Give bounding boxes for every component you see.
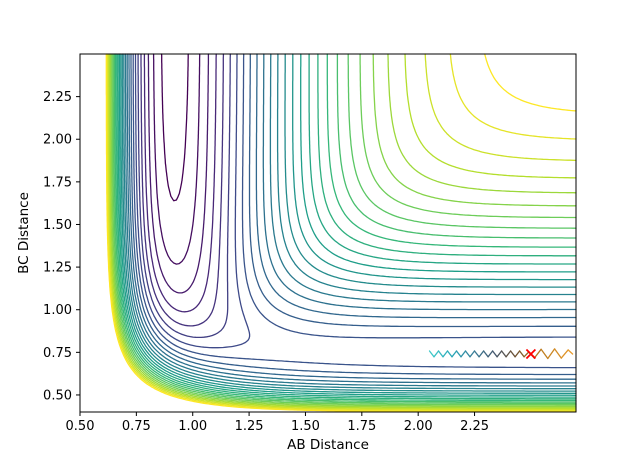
- trajectory-segment: [469, 350, 476, 358]
- x-tick-label: 1.50: [291, 419, 320, 434]
- contour-line: [105, 53, 577, 413]
- contour-line: [152, 53, 201, 265]
- trajectory-segment: [487, 350, 494, 358]
- trajectory-segment: [560, 349, 569, 359]
- contour-line: [117, 53, 577, 398]
- trajectory-segment: [478, 350, 485, 358]
- trajectory-segment: [442, 350, 449, 358]
- y-tick-label: 1.00: [43, 303, 72, 318]
- contour-line: [111, 53, 577, 406]
- trajectory-segment: [500, 350, 507, 358]
- trajectory-segment: [496, 350, 503, 358]
- trajectory-line: [428, 348, 574, 360]
- contour-line: [112, 53, 577, 404]
- contour-line: [107, 53, 577, 411]
- trajectory-segment: [540, 348, 549, 360]
- axes-ticks: 0.50 0.75 1.00 1.25 1.50 1.75 2.00 2.25 0.50 0.75…: [43, 90, 489, 434]
- y-tick-label: 0.50: [43, 388, 72, 403]
- y-tick-label: 1.75: [43, 175, 72, 190]
- contour-line: [123, 53, 577, 390]
- x-tick-label: 0.75: [122, 419, 151, 434]
- x-tick-label: 2.00: [404, 419, 433, 434]
- trajectory-segment: [533, 348, 542, 359]
- contour-line: [118, 53, 577, 396]
- y-tick-label: 2.25: [43, 90, 72, 105]
- contour-line: [121, 53, 577, 392]
- trajectory-x-marker: [525, 348, 537, 360]
- contour-line: [114, 53, 577, 402]
- y-tick-label: 2.00: [43, 133, 72, 148]
- trajectory-segment: [547, 348, 556, 360]
- contour-line: [128, 53, 577, 380]
- x-tick-label: 0.50: [66, 419, 95, 434]
- contour-line: [132, 53, 577, 369]
- trajectory-segment: [567, 349, 574, 355]
- contour-lines: [105, 53, 577, 413]
- contour-line: [137, 53, 231, 339]
- trajectory-segment: [460, 350, 467, 358]
- contour-line: [143, 53, 217, 313]
- contour-line: [116, 53, 577, 400]
- trajectory-segment: [437, 350, 444, 358]
- trajectory-segment: [482, 350, 489, 358]
- x-axis-label: AB Distance: [287, 437, 369, 453]
- trajectory-segment: [491, 350, 498, 358]
- contour-line: [124, 53, 577, 387]
- trajectory-segment: [464, 350, 471, 358]
- trajectory-segment: [428, 350, 435, 358]
- contour-line: [140, 53, 225, 327]
- y-tick-label: 0.75: [43, 346, 72, 361]
- contour-line: [120, 53, 577, 394]
- trajectory-segment: [523, 351, 530, 358]
- trajectory-segment: [451, 350, 458, 358]
- x-tick-label: 2.25: [460, 419, 489, 434]
- contour-line: [108, 53, 577, 409]
- trajectory-segment: [473, 350, 480, 358]
- trajectory-segment: [518, 350, 525, 358]
- y-tick-label: 1.50: [43, 218, 72, 233]
- trajectory-segment: [433, 350, 440, 358]
- contour-line: [147, 53, 210, 294]
- contour-line: [110, 53, 577, 407]
- contour-line: [160, 53, 189, 202]
- contour-line: [106, 53, 577, 412]
- contour-line: [109, 53, 577, 408]
- contour-line: [113, 53, 577, 403]
- trajectory-segment: [446, 350, 453, 358]
- trajectory-segment: [553, 348, 562, 359]
- x-tick-label: 1.75: [347, 419, 376, 434]
- contour-line: [134, 53, 251, 349]
- trajectory-segment: [509, 350, 516, 358]
- trajectory-segment: [514, 350, 521, 358]
- x-tick-label: 1.25: [235, 419, 264, 434]
- contour-line: [130, 53, 577, 376]
- contour-line: [126, 53, 577, 384]
- plot-border: [79, 53, 577, 413]
- trajectory-segment: [455, 350, 462, 358]
- y-tick-label: 1.25: [43, 261, 72, 276]
- trajectory-segment: [505, 350, 512, 358]
- y-axis-label: BC Distance: [16, 192, 32, 274]
- x-marker: [525, 348, 537, 360]
- x-tick-label: 1.00: [178, 419, 207, 434]
